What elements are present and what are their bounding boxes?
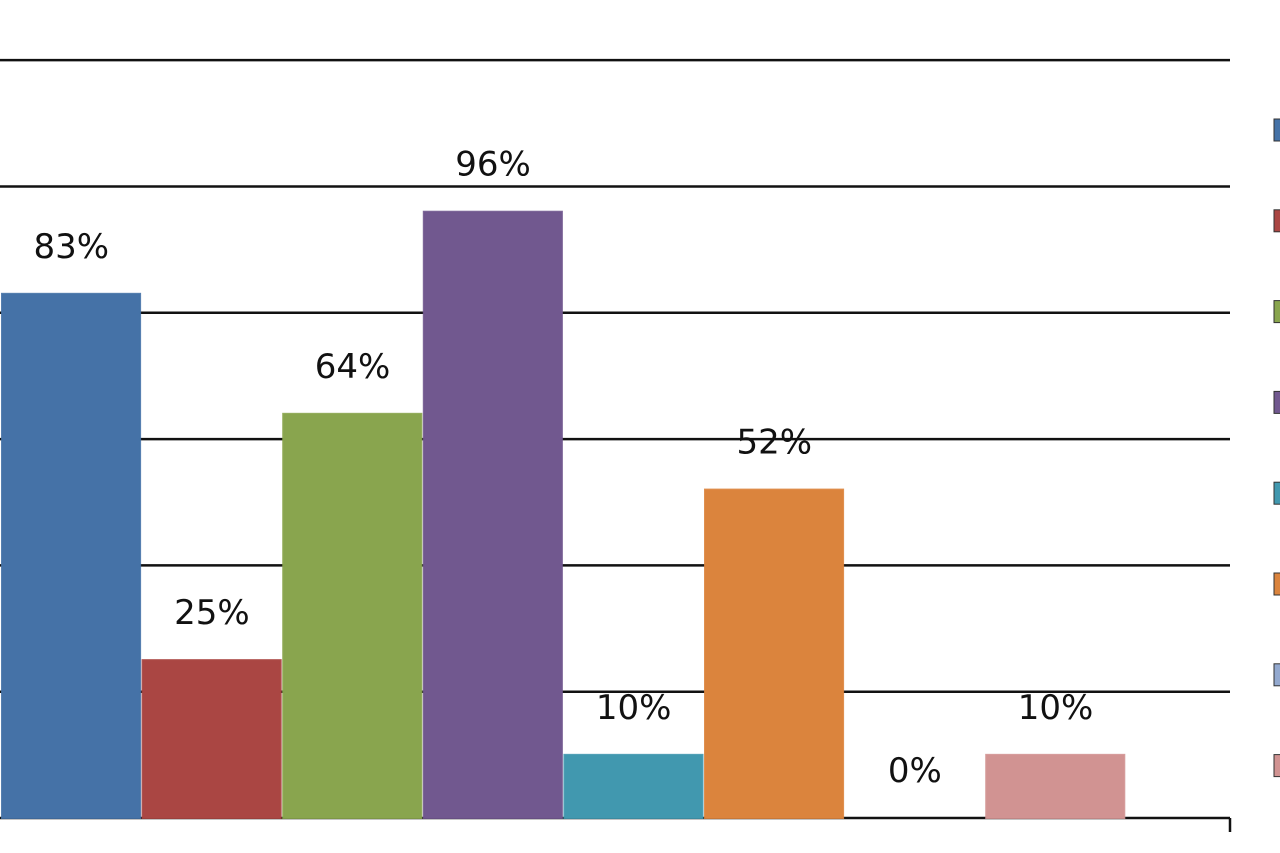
value-label: 96% <box>455 145 531 185</box>
value-label: 0% <box>888 751 942 791</box>
bar <box>282 412 423 819</box>
value-label: 25% <box>174 593 250 633</box>
legend-swatch <box>1273 390 1280 414</box>
bar <box>1 292 142 820</box>
value-label: 52% <box>737 423 813 463</box>
bar <box>141 659 282 819</box>
legend-swatch <box>1273 754 1280 778</box>
legend-swatch <box>1273 300 1280 324</box>
value-label: 83% <box>34 227 110 267</box>
bar <box>985 753 1126 819</box>
value-label: 64% <box>315 347 391 387</box>
legend-swatch <box>1273 118 1280 142</box>
bar <box>563 753 704 819</box>
value-label: 10% <box>1018 688 1094 728</box>
bar <box>704 488 845 819</box>
legend-swatch <box>1273 572 1280 596</box>
legend-swatch <box>1273 481 1280 505</box>
legend-swatch <box>1273 663 1280 687</box>
value-label: 10% <box>596 688 672 728</box>
legend-swatch <box>1273 209 1280 233</box>
bar <box>422 210 563 819</box>
